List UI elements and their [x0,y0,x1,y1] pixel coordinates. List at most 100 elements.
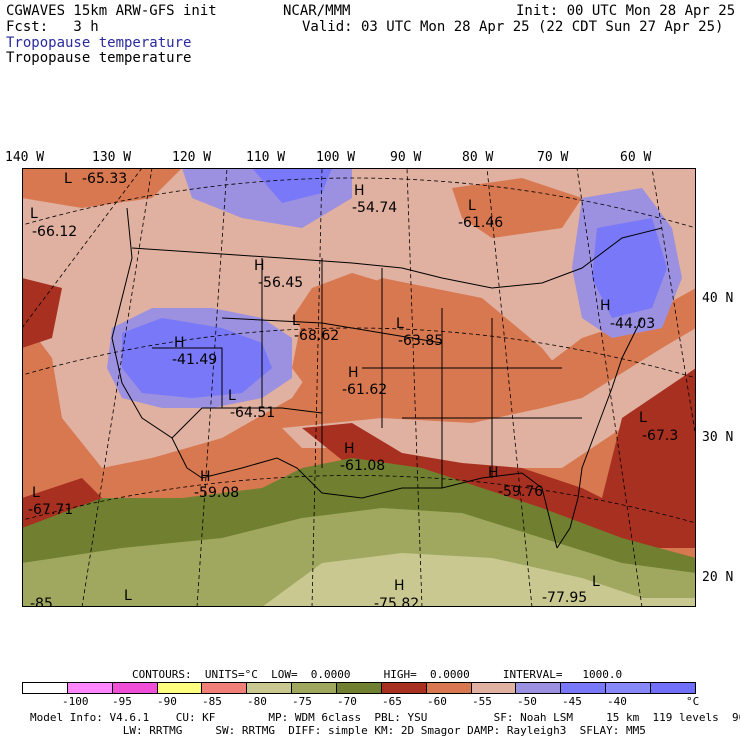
lat-label: 30 N [702,430,734,445]
color-bar-label: -65 [382,695,402,708]
field-title-blue: Tropopause temperature [6,35,192,51]
marker-letter: L [64,171,72,187]
model-physics: LW: RRTMG SW: RRTMG DIFF: simple KM: 2D … [30,724,646,737]
marker-letter: L [639,410,647,426]
marker-letter: H [344,441,355,457]
marker-letter: H [200,469,211,485]
color-swatch [247,683,293,693]
field-dark-red-atlantic [602,368,696,548]
color-swatch [292,683,338,693]
marker-letter: L [592,574,600,590]
color-bar-unit: °C [686,695,700,708]
marker-letter: L [32,485,40,501]
color-bar-label: -85 [202,695,222,708]
field-tan [262,553,696,607]
marker-letter: H [254,258,265,274]
color-swatch [337,683,382,693]
contour-info: CONTOURS: UNITS=°C LOW= 0.0000 HIGH= 0.0… [132,668,623,681]
color-bar-label: -90 [157,695,177,708]
color-bar-label: -40 [607,695,627,708]
marker-value: -85 [30,596,53,607]
color-bar-label: -80 [247,695,267,708]
marker-value: -63.85 [398,333,443,349]
lon-label: 130 W [92,150,132,165]
field-orange-canada [452,178,582,238]
color-swatch [381,683,427,693]
field-dark-red-gulf [302,423,696,548]
lat-label: 20 N [702,570,734,585]
lon-label: 90 W [390,150,422,165]
marker-letter: L [292,313,300,329]
color-swatch [157,683,203,693]
lon-label: 70 W [537,150,569,165]
marker-value: -44.03 [610,316,655,332]
marker-value: -59.76 [498,484,543,500]
color-bar-label: -75 [292,695,312,708]
pressure-markers: L -65.33 L -66.12 H -54.74 L -61.46 H -5… [28,171,678,607]
color-bar-label: -95 [112,695,132,708]
model-title: CGWAVES 15km ARW-GFS init [6,3,217,19]
marker-value: -66.12 [32,224,77,240]
lon-label: 110 W [246,150,286,165]
marker-value: -61.46 [458,215,503,231]
marker-letter: L [124,588,132,604]
lon-label: 140 W [5,150,45,165]
color-swatch [202,683,248,693]
marker-letter: H [394,578,405,594]
marker-letter: H [174,335,185,351]
marker-value: -56.45 [258,275,303,291]
tropopause-temperature-map: L -65.33 L -66.12 H -54.74 L -61.46 H -5… [22,168,696,607]
field-orange-central [292,278,582,438]
field-blue-west [122,318,272,398]
marker-value: -77.95 [542,590,587,606]
marker-value: -41.49 [172,352,217,368]
map-frame [22,168,696,607]
marker-value: -67.71 [28,502,73,518]
field-blue-north [252,168,332,203]
marker-value: -54.74 [352,200,397,216]
lon-label: 80 W [462,150,494,165]
color-bar-label: -60 [427,695,447,708]
marker-letter: H [348,365,359,381]
marker-value: -64.51 [230,405,275,421]
forecast-hour: Fcst: 3 h [6,19,99,35]
color-bar-label: -100 [62,695,89,708]
lon-label: 100 W [316,150,356,165]
valid-time: Valid: 03 UTC Mon 28 Apr 25 (22 CDT Sun … [302,19,724,35]
marker-letter: H [354,183,365,199]
field-dark-red-west [22,278,62,348]
marker-value: -75.82 [374,596,419,607]
color-swatch [606,683,652,693]
color-swatch [67,683,113,693]
field-title: Tropopause temperature [6,50,192,66]
map-outlines [111,207,663,549]
marker-letter: L [396,316,404,332]
marker-letter: H [488,465,499,481]
marker-letter: L [468,198,476,214]
color-bar-label: -70 [337,695,357,708]
marker-letter: H [600,298,611,314]
marker-value: -59.08 [194,485,239,501]
color-bar-label: -45 [562,695,582,708]
color-swatch [516,683,562,693]
marker-value: -68.62 [294,328,339,344]
color-swatch [471,683,517,693]
lat-label: 40 N [702,291,734,306]
lon-label: 60 W [620,150,652,165]
marker-value: -65.33 [82,171,127,187]
source-label: NCAR/MMM [283,3,351,19]
color-bar-label: -50 [517,695,537,708]
model-info: Model Info: V4.6.1 CU: KF MP: WDM 6class… [30,711,740,724]
marker-value: -61.08 [340,458,385,474]
marker-value: -61.62 [342,382,387,398]
marker-value: -67.3 [642,428,678,444]
marker-letter: L [30,206,38,222]
field-lt-pink-gulf [282,328,696,468]
lon-label: 120 W [172,150,212,165]
color-swatch [426,683,472,693]
field-orange-nw [22,168,182,208]
color-swatch [23,683,68,693]
color-swatch [651,683,695,693]
field-blue-ne [592,218,667,318]
color-bar [22,682,696,694]
